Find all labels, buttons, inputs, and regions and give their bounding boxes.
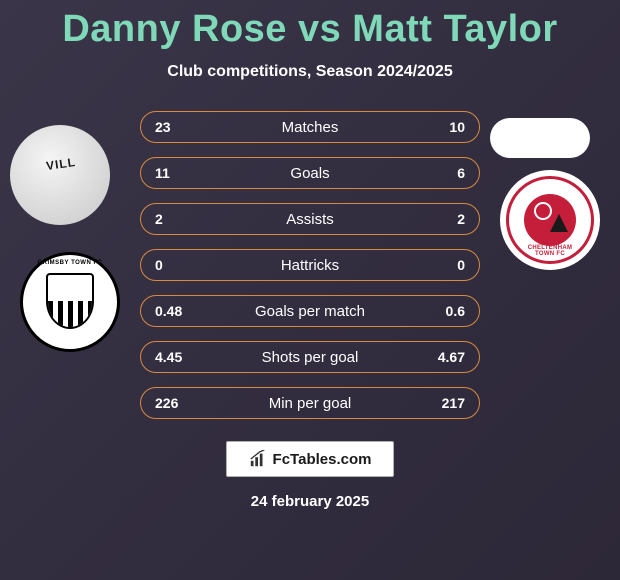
- club-right-crest: CHELTENHAMTOWN FC: [500, 170, 600, 270]
- stat-label: Goals: [195, 165, 425, 182]
- stat-left-value: 0: [155, 257, 195, 273]
- stat-left-value: 0.48: [155, 303, 195, 319]
- date-label: 24 february 2025: [0, 493, 620, 510]
- table-row: 23 Matches 10: [140, 111, 480, 143]
- subtitle: Club competitions, Season 2024/2025: [0, 63, 620, 81]
- stat-right-value: 2: [425, 211, 465, 227]
- player-left-avatar: [10, 125, 110, 225]
- stat-label: Goals per match: [195, 303, 425, 320]
- table-row: 4.45 Shots per goal 4.67: [140, 341, 480, 373]
- stat-left-value: 4.45: [155, 349, 195, 365]
- page-title: Danny Rose vs Matt Taylor: [0, 0, 620, 51]
- stat-label: Assists: [195, 211, 425, 228]
- table-row: 226 Min per goal 217: [140, 387, 480, 419]
- footer-brand-text: FcTables.com: [273, 451, 372, 468]
- stat-right-value: 217: [425, 395, 465, 411]
- table-row: 0.48 Goals per match 0.6: [140, 295, 480, 327]
- stat-label: Hattricks: [195, 257, 425, 274]
- stat-label: Min per goal: [195, 395, 425, 412]
- table-row: 0 Hattricks 0: [140, 249, 480, 281]
- player-right-avatar: [490, 118, 590, 158]
- stat-right-value: 10: [425, 119, 465, 135]
- stat-left-value: 226: [155, 395, 195, 411]
- club-left-crest: GRIMSBY TOWN FC: [20, 252, 120, 352]
- stat-label: Shots per goal: [195, 349, 425, 366]
- club-left-ring-text: GRIMSBY TOWN FC: [23, 260, 117, 266]
- footer-brand[interactable]: FcTables.com: [226, 441, 394, 477]
- stat-left-value: 2: [155, 211, 195, 227]
- chart-icon: [249, 450, 267, 468]
- table-row: 2 Assists 2: [140, 203, 480, 235]
- stat-label: Matches: [195, 119, 425, 136]
- stat-left-value: 23: [155, 119, 195, 135]
- stat-right-value: 4.67: [425, 349, 465, 365]
- club-right-ring-text: CHELTENHAMTOWN FC: [509, 245, 591, 257]
- stat-left-value: 11: [155, 165, 195, 181]
- stat-right-value: 0.6: [425, 303, 465, 319]
- table-row: 11 Goals 6: [140, 157, 480, 189]
- stats-table: 23 Matches 10 11 Goals 6 2 Assists 2 0 H…: [140, 111, 480, 419]
- stat-right-value: 0: [425, 257, 465, 273]
- stat-right-value: 6: [425, 165, 465, 181]
